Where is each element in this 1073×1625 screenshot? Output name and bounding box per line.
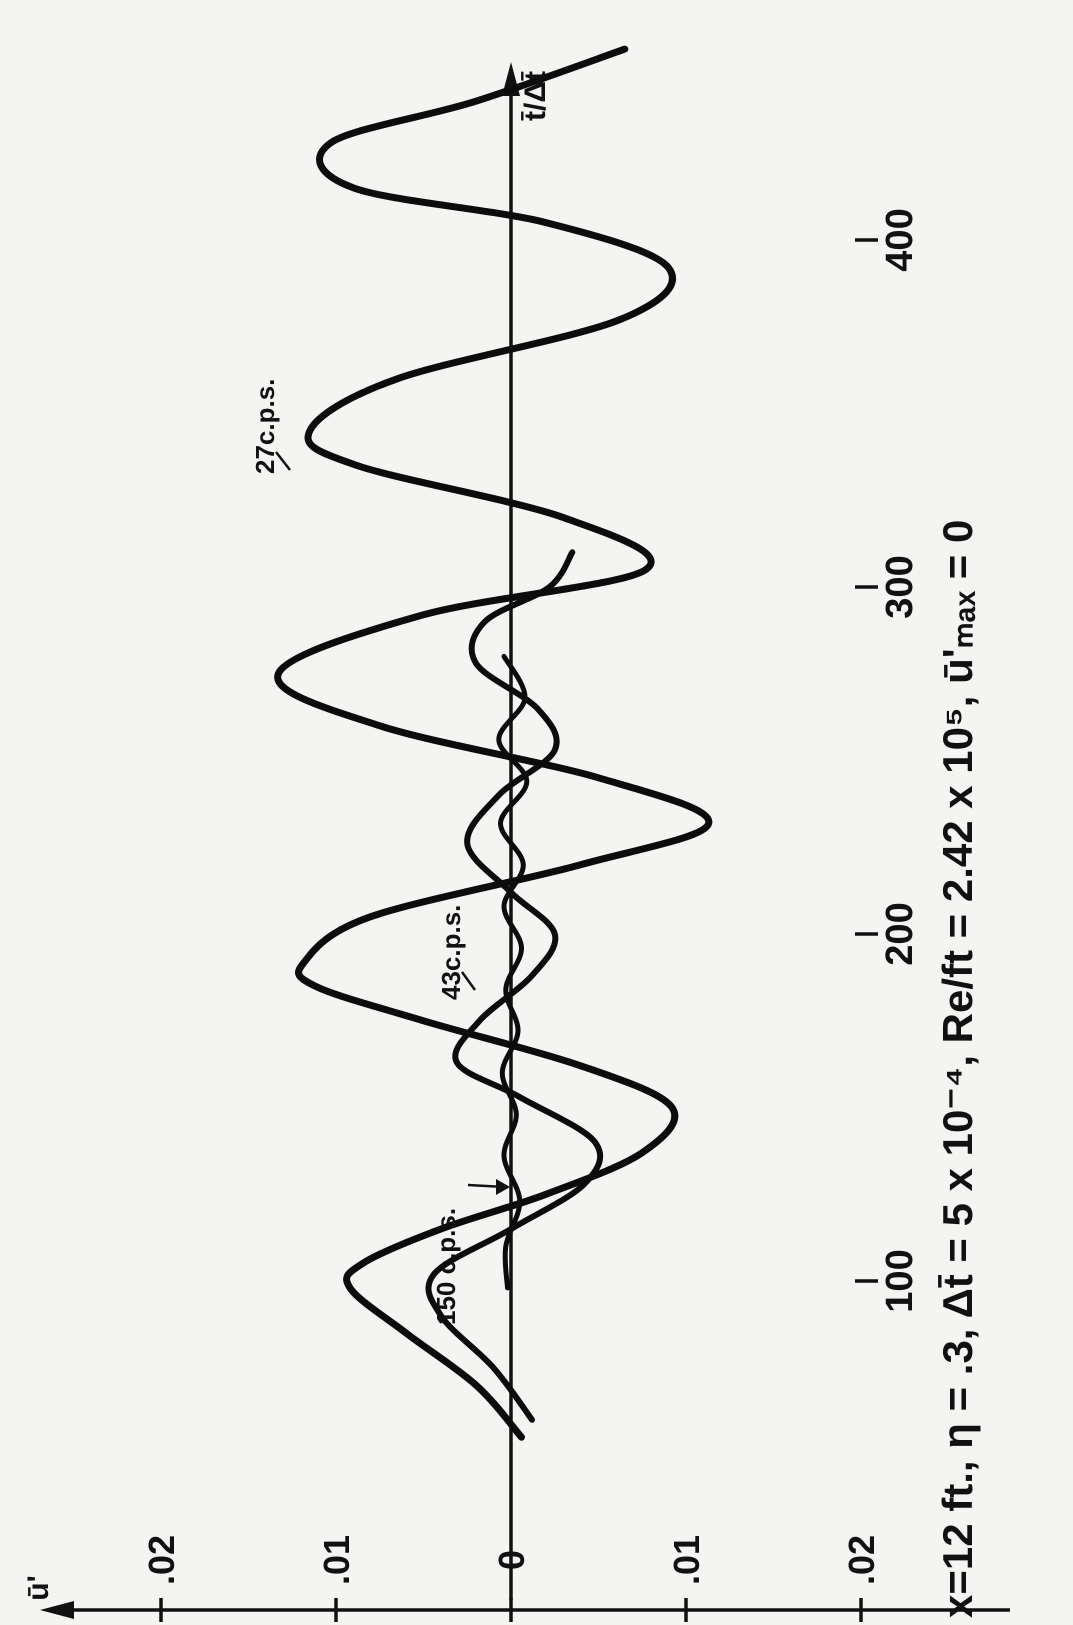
- series-leader-arrowhead: [496, 1179, 510, 1195]
- y-tick-label: .02: [141, 1535, 182, 1585]
- series-27cps-line: [274, 45, 713, 1441]
- x-tick-label: 100: [879, 1249, 921, 1312]
- velocity-axis-arrowhead: [40, 1601, 74, 1619]
- series-43cps-line: [425, 549, 604, 1423]
- series-leader-43cps: [460, 971, 477, 991]
- y-tick-label: .01: [316, 1535, 357, 1585]
- series-label-150cps: 150 c.p.s.: [431, 1208, 461, 1325]
- x-tick-label: 300: [879, 555, 921, 618]
- y-tick-label: .01: [666, 1535, 707, 1585]
- x-tick-label: 200: [879, 902, 921, 965]
- x-axis-label: t̄/Δt̄: [519, 71, 552, 121]
- series-leader-27cps: [275, 451, 291, 471]
- figure-caption: x=12 ft., η = .3, Δt̄ = 5 x 10⁻⁴, Re/ft …: [934, 520, 981, 1618]
- y-tick-label: .02: [841, 1535, 882, 1585]
- series-150cps-line: [496, 653, 530, 1291]
- axes: [40, 62, 1010, 1619]
- series-label-43cps: 43c.p.s.: [436, 905, 466, 1000]
- y-tick-label: 0: [491, 1550, 532, 1570]
- x-tick-label: 400: [879, 208, 921, 271]
- y-axis-label: ū': [22, 1575, 55, 1600]
- series-label-27cps: 27c.p.s.: [250, 379, 280, 474]
